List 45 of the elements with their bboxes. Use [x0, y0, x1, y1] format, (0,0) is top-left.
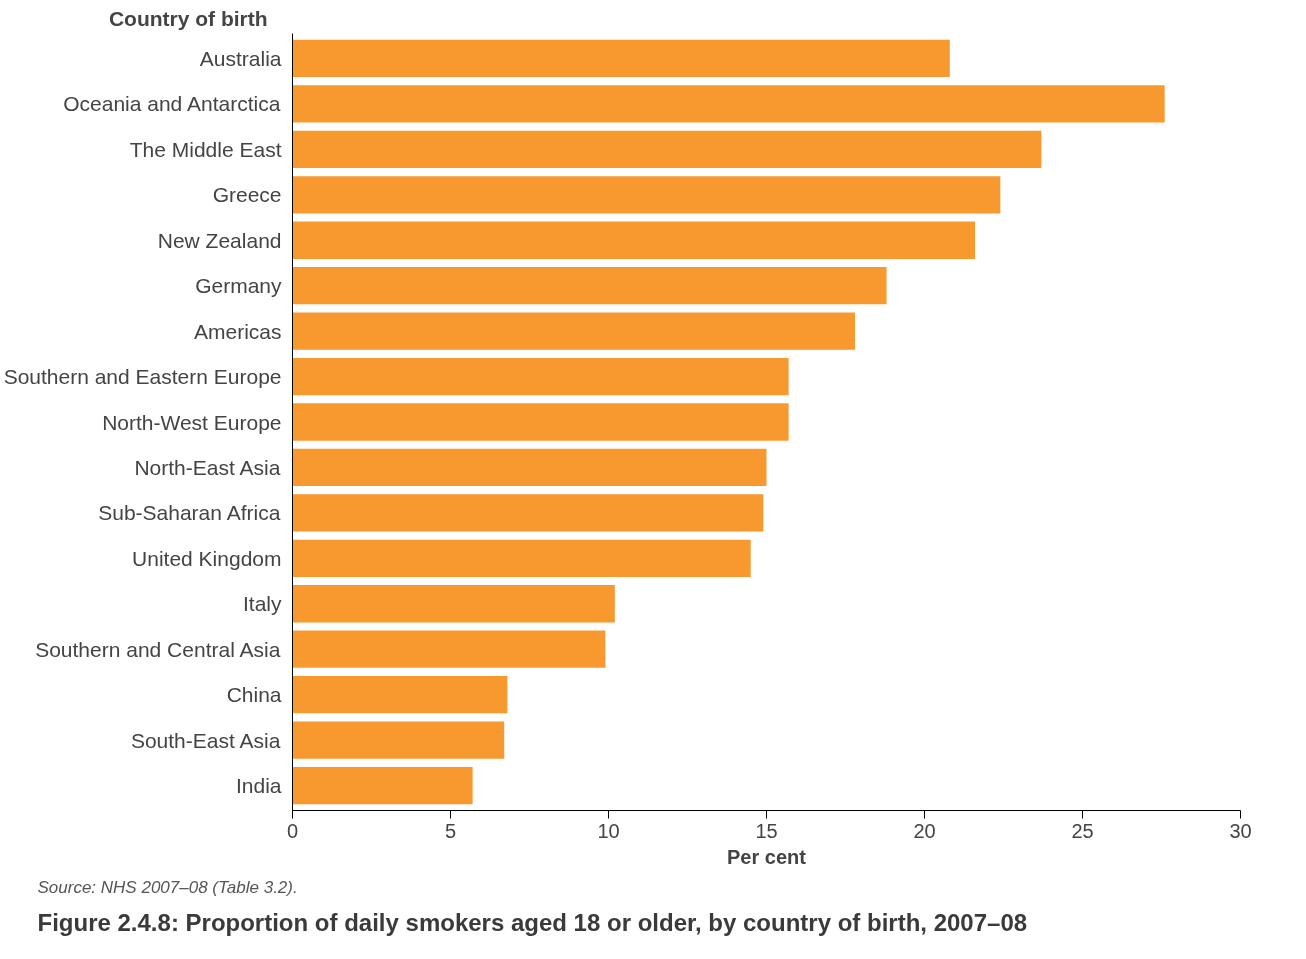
x-tick-label: 5	[444, 819, 457, 842]
y-tick-label: North-East Asia	[134, 455, 281, 479]
x-tick-label: 0	[286, 819, 299, 842]
bar	[292, 630, 606, 668]
y-tick-label: South-East Asia	[130, 728, 281, 752]
bar	[292, 130, 1042, 168]
x-tick-label: 30	[1229, 819, 1252, 842]
y-tick-label: Italy	[242, 592, 282, 616]
bar	[292, 721, 505, 759]
text: Figure 2.4.8: Proportion of daily smokers aged 18 or older, by country of birth, 2007–08	[37, 908, 1028, 936]
x-tick-label: 15	[755, 819, 778, 842]
x-tick-label: 25	[1071, 819, 1094, 842]
x-axis-title: Per cent	[727, 845, 807, 868]
y-tick-label: The Middle East	[129, 137, 282, 161]
y-tick-label: Americas	[193, 319, 282, 343]
y-tick-label: Australia	[199, 46, 282, 70]
bar	[292, 85, 1165, 123]
y-tick-label: China	[226, 683, 282, 707]
bar	[292, 221, 976, 259]
y-tick-label: North-West Europe	[102, 410, 282, 434]
bar	[292, 267, 887, 305]
y-tick-label: Southern and Eastern Europe	[3, 365, 282, 389]
y-tick-label: India	[235, 774, 282, 798]
bar	[292, 539, 751, 577]
source-note: Source: NHS 2007–08 (Table 3.2).	[37, 877, 298, 897]
y-tick-label: New Zealand	[157, 228, 282, 252]
y-tick-label: Sub-Saharan Africa	[98, 501, 281, 525]
bar	[292, 357, 789, 396]
y-tick-label: Oceania and Antarctica	[63, 92, 281, 116]
y-tick-label: Germany	[195, 274, 282, 298]
bar	[292, 176, 1001, 214]
bar	[292, 766, 473, 805]
bar	[292, 585, 615, 623]
bar	[292, 448, 767, 487]
x-tick-label: 20	[913, 819, 936, 842]
bar	[292, 494, 764, 532]
bar	[292, 676, 508, 714]
y-axis-title: Country of birth	[108, 6, 268, 30]
bar	[292, 312, 855, 350]
y-tick-label: Southern and Central Asia	[35, 637, 281, 661]
bar	[292, 39, 950, 78]
bar	[292, 403, 789, 441]
y-tick-label: United Kingdom	[132, 546, 282, 570]
y-tick-label: Greece	[212, 183, 282, 207]
x-tick-label: 10	[597, 819, 620, 842]
